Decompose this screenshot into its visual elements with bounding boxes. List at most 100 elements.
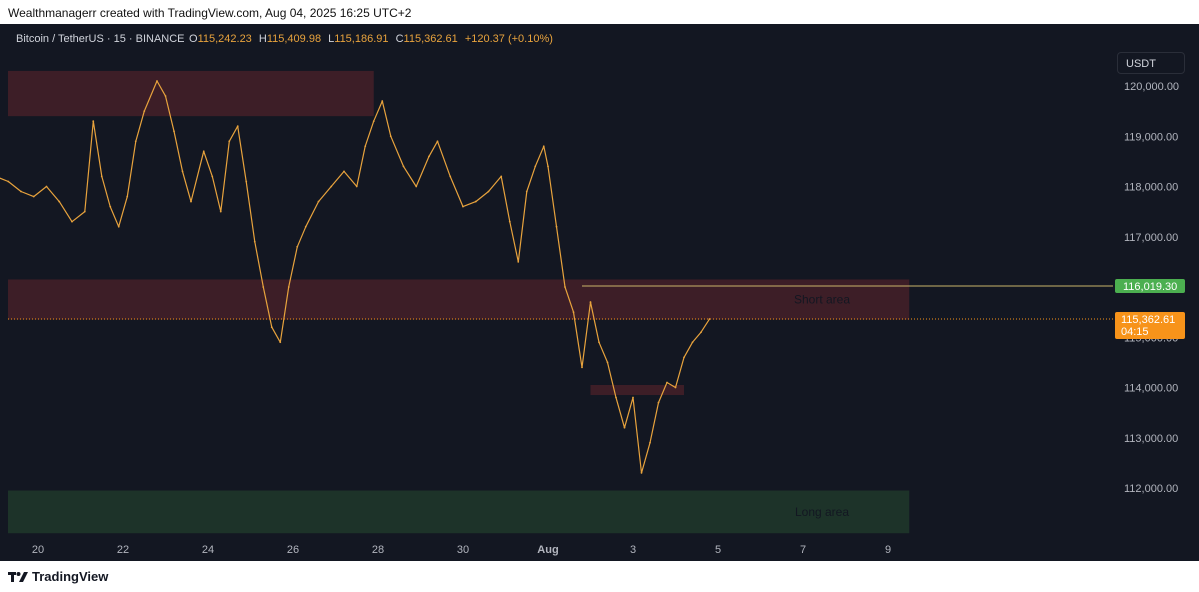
price-point <box>279 341 282 344</box>
currency-button[interactable]: USDT <box>1117 52 1185 74</box>
price-point <box>117 225 120 228</box>
price-point <box>71 220 73 223</box>
price-chart[interactable]: Short area Long area 112,000.00 113,000.00… <box>0 24 1199 561</box>
header-open-value: 115,242.23 <box>198 33 252 45</box>
chart-caption: Wealthmanagerr created with TradingView.… <box>8 6 412 20</box>
supply-zone-label: Short area <box>794 293 850 307</box>
price-point <box>649 441 651 444</box>
header-low-label: L <box>328 33 334 45</box>
price-point <box>270 326 273 329</box>
y-tick-label: 112,000.00 <box>1124 483 1178 495</box>
price-point <box>143 110 146 113</box>
price-point <box>606 361 609 364</box>
price-point <box>564 286 566 288</box>
x-tick-label: 3 <box>630 544 636 556</box>
price-point <box>623 426 626 429</box>
x-tick-label: 24 <box>202 544 214 556</box>
header-symbol: Bitcoin / TetherUS · 15 · BINANCE <box>16 33 185 45</box>
header-low-value: 115,186.91 <box>334 33 388 45</box>
y-tick-label: 120,000.00 <box>1124 81 1179 93</box>
price-point <box>330 185 333 188</box>
x-tick-label: 30 <box>457 544 469 556</box>
price-point <box>372 120 375 123</box>
x-tick-label: 5 <box>715 544 721 556</box>
current-price-badge <box>1115 312 1185 340</box>
price-point <box>547 165 549 168</box>
price-point <box>364 145 367 148</box>
supply-zone-2 <box>590 384 684 396</box>
price-point <box>58 200 61 203</box>
price-point <box>572 311 575 314</box>
header-close-value: 115,362.61 <box>404 33 458 45</box>
y-tick-label: 118,000.00 <box>1124 182 1178 194</box>
header-change: +120.37 (+0.10%) <box>465 33 553 45</box>
price-point <box>415 185 418 188</box>
price-point <box>20 190 22 193</box>
price-point <box>245 180 248 183</box>
price-point <box>343 170 345 173</box>
price-point <box>228 140 231 143</box>
price-point <box>402 165 405 168</box>
price-point <box>517 260 520 263</box>
demand-zone-3 <box>8 490 910 534</box>
price-point <box>156 80 158 82</box>
price-point <box>219 210 222 213</box>
price-point <box>355 185 358 188</box>
header-high-label: H <box>259 33 267 45</box>
price-point <box>508 220 511 223</box>
price-point <box>317 200 320 203</box>
price-point <box>487 190 490 193</box>
price-point <box>381 100 384 102</box>
tradingview-logo[interactable]: TradingView <box>8 569 108 584</box>
brand-label: TradingView <box>32 569 109 584</box>
price-point <box>500 175 503 178</box>
price-point <box>534 165 537 168</box>
x-tick-label: 28 <box>372 544 384 556</box>
price-point <box>236 125 239 128</box>
price-point <box>449 175 452 178</box>
price-point <box>45 185 48 188</box>
price-point <box>632 396 634 399</box>
price-point <box>589 301 592 303</box>
price-point <box>657 401 660 404</box>
header-close-label: C <box>396 33 404 45</box>
price-point <box>542 145 545 148</box>
price-point <box>32 195 35 198</box>
price-point <box>173 130 175 133</box>
price-point <box>126 195 129 198</box>
price-point <box>666 381 668 384</box>
price-point <box>581 366 583 369</box>
price-point <box>525 190 528 193</box>
y-tick-label: 119,000.00 <box>1124 131 1178 143</box>
header-open-label: O <box>189 33 198 45</box>
x-tick-label: 7 <box>800 544 806 556</box>
x-tick-label: 22 <box>117 544 129 556</box>
bottom-bar: TradingView <box>0 561 1199 592</box>
price-point <box>615 396 617 399</box>
price-point <box>7 180 10 183</box>
price-point <box>202 150 205 153</box>
price-series-line-0 <box>0 80 711 474</box>
price-point <box>190 200 192 203</box>
price-point <box>211 175 214 178</box>
x-tick-label: 26 <box>287 544 299 556</box>
supply-zone-0 <box>8 70 374 117</box>
price-point <box>100 175 103 178</box>
price-point <box>708 318 711 320</box>
y-tick-label: 114,000.00 <box>1124 383 1178 395</box>
price-point <box>436 140 439 143</box>
y-tick-label: 113,000.00 <box>1124 433 1178 445</box>
header-high-value: 115,409.98 <box>267 33 321 45</box>
demand-zone-label: Long area <box>795 505 849 519</box>
x-tick-label: Aug <box>537 544 558 556</box>
price-point <box>683 356 685 359</box>
price-point <box>304 225 307 228</box>
x-tick-label: 20 <box>32 544 44 556</box>
price-point <box>296 245 299 248</box>
price-point <box>640 472 643 474</box>
price-point <box>164 95 167 97</box>
price-point <box>674 386 677 389</box>
price-point <box>109 205 112 208</box>
price-point <box>134 140 137 143</box>
chart-frame[interactable]: Short area Long area 112,000.00 113,000.00… <box>0 24 1199 561</box>
